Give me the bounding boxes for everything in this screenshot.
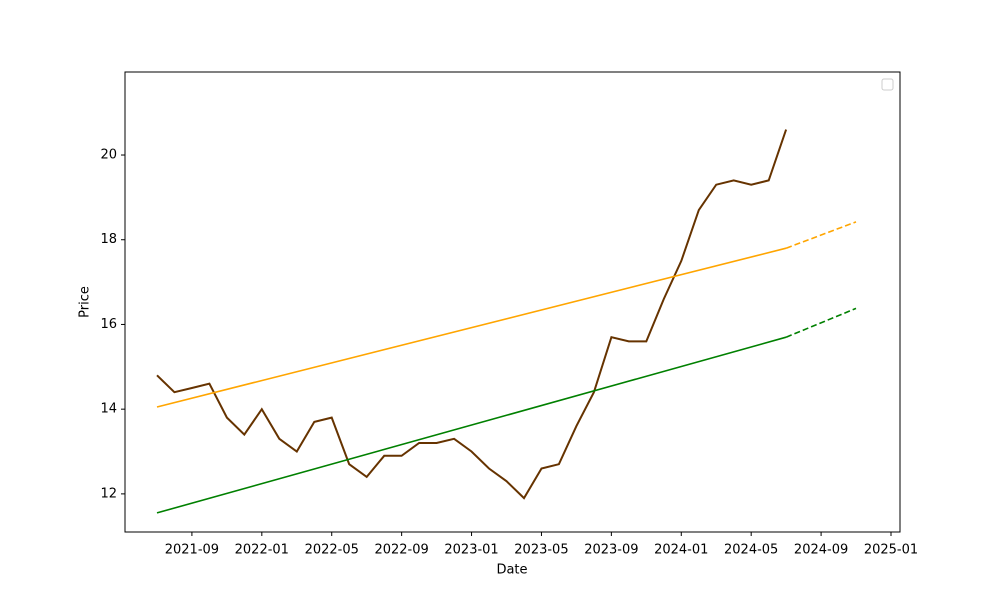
x-tick-label: 2024-01 — [654, 543, 708, 558]
y-tick-label: 20 — [100, 148, 117, 163]
x-tick-label: 2025-01 — [864, 543, 918, 558]
y-tick-label: 16 — [100, 317, 117, 332]
y-tick-label: 14 — [100, 402, 117, 417]
x-tick-label: 2024-09 — [794, 543, 848, 558]
x-tick-label: 2022-05 — [305, 543, 359, 558]
series-line — [785, 221, 857, 249]
x-tick-label: 2021-09 — [165, 543, 219, 558]
x-tick-label: 2022-01 — [235, 543, 289, 558]
x-tick-label: 2023-01 — [444, 543, 498, 558]
x-tick-label: 2023-05 — [514, 543, 568, 558]
y-axis-label: Price — [78, 286, 93, 318]
series-line — [785, 307, 857, 338]
x-tick-label: 2024-05 — [724, 543, 778, 558]
series-line — [156, 336, 787, 514]
x-axis-label: Date — [496, 563, 527, 578]
legend — [881, 78, 894, 91]
y-tick-label: 18 — [100, 232, 117, 247]
series-line — [156, 247, 787, 408]
x-tick-label: 2023-09 — [584, 543, 638, 558]
series-line — [156, 129, 788, 500]
plot-frame — [124, 71, 901, 533]
y-tick-label: 12 — [100, 486, 117, 501]
x-tick-label: 2022-09 — [374, 543, 428, 558]
